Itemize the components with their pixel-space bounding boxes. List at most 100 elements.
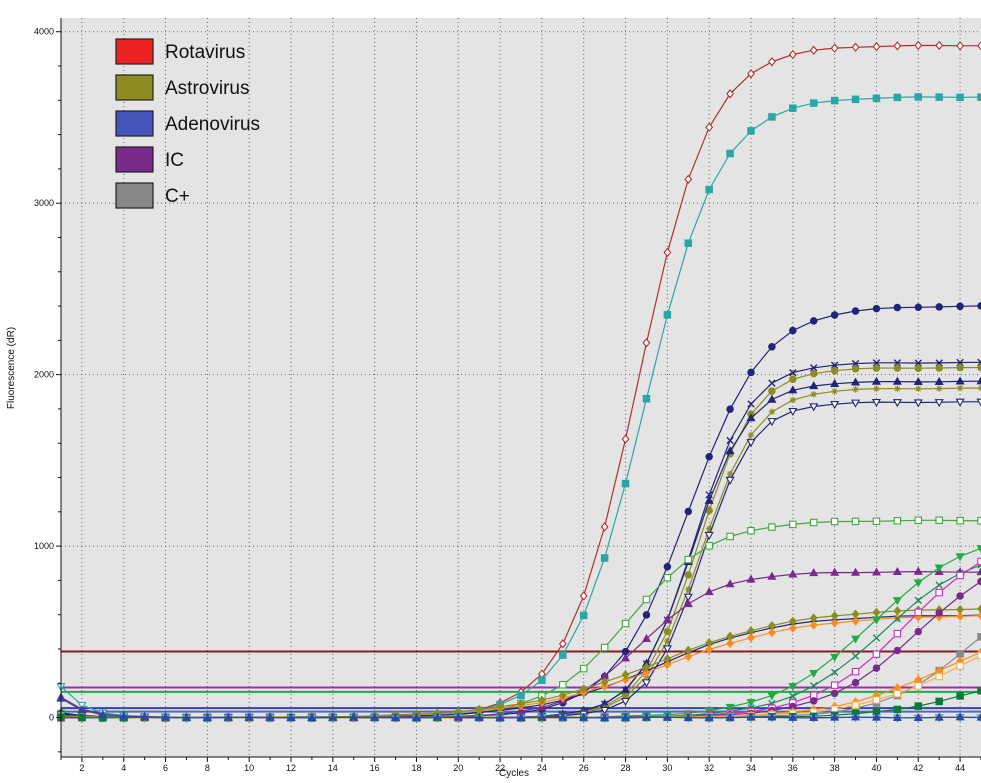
data-point — [956, 302, 964, 311]
data-point — [809, 613, 818, 623]
data-point — [872, 359, 881, 367]
data-point — [851, 95, 860, 104]
data-point — [683, 712, 693, 721]
x-tick-label: 2 — [79, 763, 84, 773]
data-point — [621, 479, 630, 488]
data-point — [851, 517, 860, 526]
data-point — [956, 604, 965, 615]
x-tick-label: 34 — [746, 763, 756, 773]
data-point — [913, 376, 923, 386]
data-point — [474, 712, 484, 721]
data-point — [893, 41, 902, 51]
data-point — [705, 638, 714, 648]
data-point — [746, 712, 756, 721]
data-point — [370, 712, 380, 721]
data-point — [767, 57, 776, 67]
legend-label: C+ — [165, 186, 190, 207]
data-point — [725, 712, 735, 721]
data-point — [705, 122, 714, 132]
data-point — [119, 711, 129, 720]
data-point — [662, 615, 672, 624]
data-point — [809, 403, 819, 412]
data-point — [955, 376, 965, 385]
data-point — [726, 149, 734, 158]
x-tick-label: 38 — [830, 763, 840, 773]
data-point — [830, 712, 840, 721]
data-point — [641, 712, 651, 721]
data-point — [579, 664, 588, 673]
data-point — [747, 626, 755, 636]
x-tick-label: 32 — [704, 763, 714, 773]
y-tick-label: 2000 — [34, 370, 54, 380]
data-point — [831, 388, 838, 395]
data-point — [809, 317, 818, 325]
data-point — [872, 304, 881, 313]
x-tick-label: 24 — [537, 763, 547, 773]
data-point — [746, 698, 756, 708]
data-point — [747, 400, 755, 408]
data-point — [851, 652, 860, 660]
data-point — [789, 104, 797, 112]
data-point — [871, 712, 881, 721]
data-point — [202, 712, 212, 721]
legend: Rotavirus Astrovirus Adenovirus IC C+ — [115, 38, 260, 209]
data-point — [747, 69, 755, 79]
data-point — [810, 364, 818, 372]
data-point — [809, 712, 819, 722]
data-point — [684, 507, 693, 516]
data-point — [914, 516, 923, 525]
legend-swatch — [115, 74, 154, 101]
data-point — [893, 705, 902, 714]
data-point — [914, 627, 923, 636]
data-point — [495, 712, 505, 722]
data-point — [767, 692, 777, 701]
x-tick-label: 12 — [286, 763, 296, 773]
data-point — [788, 616, 797, 626]
data-point — [830, 361, 839, 369]
x-tick-label: 28 — [621, 763, 631, 773]
data-point — [663, 247, 672, 258]
data-point — [934, 712, 944, 721]
data-point — [956, 650, 964, 658]
data-point — [914, 596, 922, 605]
data-point — [935, 303, 943, 311]
data-point — [600, 706, 610, 715]
data-point — [662, 712, 672, 721]
data-point — [914, 608, 923, 617]
data-point — [935, 697, 943, 706]
data-point — [915, 385, 922, 393]
data-point — [913, 712, 923, 721]
data-point — [642, 667, 651, 678]
data-point — [767, 620, 776, 631]
data-point — [893, 517, 902, 525]
data-point — [955, 553, 965, 562]
data-point — [956, 93, 964, 102]
data-point — [809, 45, 818, 55]
data-point — [349, 712, 359, 721]
data-point — [683, 593, 693, 602]
data-point — [181, 712, 191, 721]
x-tick-label: 26 — [579, 763, 589, 773]
data-point — [622, 693, 629, 701]
data-point — [788, 569, 798, 578]
plot-area — [61, 18, 981, 757]
x-tick-label: 16 — [370, 763, 380, 773]
data-point — [768, 113, 776, 121]
data-point — [621, 619, 630, 628]
x-tick-label: 30 — [662, 763, 672, 773]
data-point — [726, 405, 734, 413]
data-point — [851, 667, 860, 676]
data-point — [747, 633, 755, 643]
data-point — [559, 680, 567, 689]
data-point — [956, 516, 964, 525]
data-point — [705, 452, 713, 461]
data-point — [411, 712, 421, 721]
data-point — [789, 520, 797, 529]
data-point — [934, 376, 944, 385]
data-point — [956, 662, 964, 670]
data-point — [851, 635, 861, 644]
x-axis-label: Cycles — [499, 768, 529, 778]
data-point — [809, 620, 818, 630]
x-tick-label: 14 — [328, 763, 338, 773]
data-point — [705, 644, 714, 655]
